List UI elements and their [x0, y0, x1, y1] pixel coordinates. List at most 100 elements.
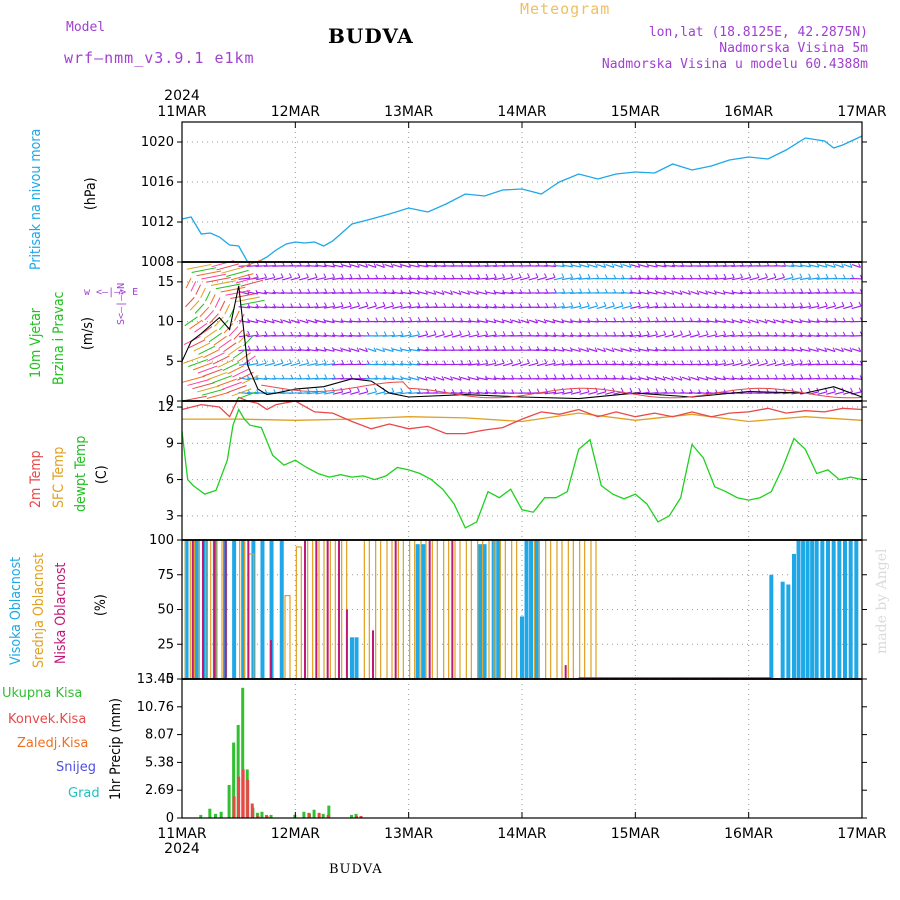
- wind-barb: [782, 264, 795, 268]
- x-date-label-top: 14MAR: [497, 104, 546, 120]
- wind-barb: [494, 362, 505, 367]
- wind-barb-flag: [358, 288, 362, 293]
- wind-barb: [638, 334, 650, 338]
- wind-gust-line: [261, 381, 863, 399]
- wind-barb-flag: [485, 345, 489, 350]
- wind-barb: [230, 293, 256, 300]
- wind-barb-flag: [247, 359, 251, 364]
- wind-barb-flag: [808, 288, 812, 293]
- wind-barb-flag: [298, 303, 302, 308]
- wind-barb: [297, 349, 310, 352]
- wind-barb: [647, 376, 658, 381]
- wind-barb-flag: [783, 388, 787, 393]
- wind-barb: [613, 348, 623, 353]
- x-date-label-bottom: 11MAR: [157, 826, 206, 842]
- wind-barb-flag: [841, 263, 845, 268]
- wind-barb: [207, 371, 228, 381]
- wind-barb: [201, 388, 225, 396]
- wind-barb-flag: [671, 290, 675, 295]
- wind-barb: [485, 362, 497, 367]
- wind-barb: [332, 348, 343, 352]
- wind-barb: [409, 334, 420, 338]
- wind-barb: [332, 391, 343, 395]
- wind-barb: [536, 349, 548, 352]
- wind-barb-flag: [263, 359, 267, 364]
- wind-barb-flag: [671, 375, 675, 381]
- wind-barb-flag: [341, 359, 345, 365]
- wind-barb-flag: [817, 374, 821, 379]
- wind-barb: [384, 264, 394, 268]
- mid-cloud-label: Srednja Oblacnost: [31, 552, 47, 668]
- wind-barb: [400, 348, 412, 352]
- wind-barb-flag: [307, 388, 311, 393]
- wind-barb-flag: [451, 345, 455, 351]
- wind-barb: [758, 319, 768, 324]
- wind-barb: [655, 334, 666, 338]
- wind-barb: [723, 319, 734, 324]
- wind-barb-flag: [832, 263, 836, 268]
- cloud-bar: [854, 540, 859, 679]
- wind-barb: [221, 266, 244, 274]
- model-name: wrf–nmm_v3.9.1 e1km: [64, 49, 255, 67]
- wind-barb: [185, 277, 192, 289]
- wind-barb-flag: [373, 347, 377, 352]
- wind-barb-flag: [766, 374, 770, 379]
- wind-barb-flag: [365, 263, 369, 268]
- wind-barb-flag: [272, 359, 276, 364]
- wind-barb-flag: [373, 301, 377, 307]
- wind-barb-flag: [587, 288, 591, 293]
- wind-barb-flag: [358, 274, 362, 279]
- wind-barb: [544, 391, 557, 395]
- wind-barb: [417, 334, 428, 338]
- wind-barb: [323, 363, 335, 366]
- wind-barb-flag: [433, 330, 437, 335]
- wind-barb: [843, 305, 853, 310]
- wind-barb-flag: [340, 273, 344, 279]
- wind-barb-flag: [434, 302, 438, 308]
- wind-barb-flag: [756, 318, 760, 324]
- wind-barb: [799, 305, 811, 309]
- wind-barb-flag: [552, 359, 556, 364]
- wind-barb: [425, 264, 438, 268]
- wind-barb: [425, 277, 438, 280]
- wind-barb-flag: [374, 387, 377, 393]
- wind-barb: [238, 277, 251, 280]
- wind-barb: [255, 377, 268, 380]
- wind-barb: [400, 277, 412, 280]
- wind-barb-flag: [672, 388, 676, 394]
- wind-barb-flag: [561, 273, 565, 278]
- wind-barb-flag: [620, 263, 623, 268]
- wind-barb: [452, 290, 462, 295]
- wind-barb-flag: [748, 358, 751, 364]
- wind-barb: [647, 291, 658, 295]
- wind-barb: [226, 385, 247, 394]
- y-tick-label: 2.69: [145, 783, 174, 798]
- wind-barb: [638, 377, 649, 381]
- meteogram-title: Meteogram: [520, 0, 611, 18]
- wind-barb: [570, 391, 581, 395]
- wind-barb: [349, 305, 360, 310]
- wind-barb-flag: [637, 263, 641, 268]
- wind-barb: [315, 276, 326, 281]
- wind-barb-flag: [365, 301, 369, 307]
- wind-barb: [561, 264, 573, 268]
- precip-bar: [241, 687, 245, 818]
- precip-bar: [265, 815, 269, 818]
- x-date-label-top: 12MAR: [271, 104, 320, 120]
- wind-barb: [817, 348, 827, 353]
- cloud-bar: [307, 539, 314, 680]
- wind-barb-flag: [817, 359, 821, 365]
- wind-barb: [520, 276, 530, 281]
- wind-barb: [476, 320, 488, 324]
- wind-barb: [341, 348, 351, 353]
- wind-barb: [791, 348, 803, 352]
- temp-unit: (C): [94, 465, 110, 484]
- wind-barb-flag: [373, 263, 377, 268]
- wind-barb-flag: [289, 273, 292, 278]
- wind-barb: [843, 263, 853, 268]
- pressure-unit: (hPa): [83, 177, 99, 211]
- wind-barb: [613, 263, 623, 268]
- wind-barb-flag: [425, 330, 429, 335]
- dewpt-label: dewpt Temp: [73, 435, 89, 512]
